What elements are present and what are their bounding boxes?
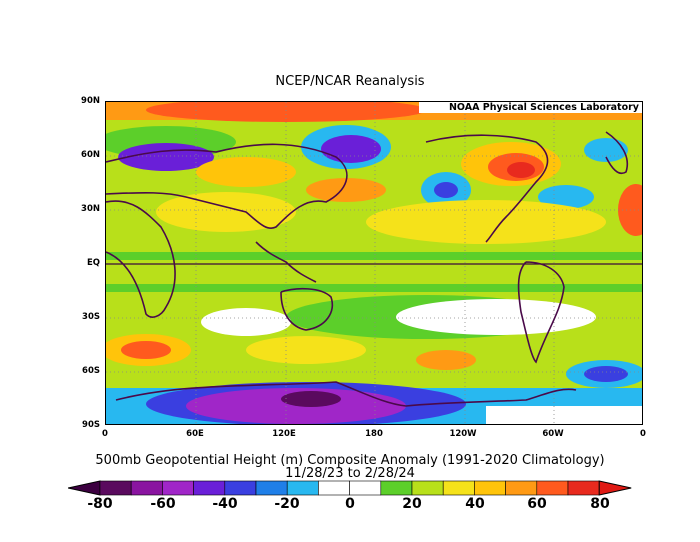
lab-label: NOAA Physical Sciences Laboratory [418,102,642,113]
lat-label-90s: 90S [82,420,100,430]
page-title: NCEP/NCAR Reanalysis [275,74,425,89]
colorbar-label-20: 20 [402,496,422,512]
colorbar-cell [99,480,132,496]
colorbar-cell [442,480,475,496]
colorbar-cell [318,480,350,496]
anomaly-map [105,101,643,425]
lon-label-60e: 60E [186,429,204,439]
lat-label-30s: 30S [82,312,100,322]
colorbar-cell [567,480,600,496]
anomaly-field [106,102,642,424]
colorbar-cell [505,480,538,496]
colorbar-label-60: 60 [527,496,547,512]
colorbar-cell [536,480,569,496]
colorbar-cell [411,480,444,496]
lat-label-30n: 30N [81,204,100,214]
lon-label-120e: 120E [272,429,296,439]
colorbar-label-80: 80 [590,496,610,512]
colorbar-low-end [68,480,101,496]
lon-label-120w: 120W [449,429,477,439]
lat-label-eq: EQ [86,258,100,268]
colorbar-high-end [598,480,632,496]
lat-label-60s: 60S [82,366,100,376]
colorbar-cell [193,480,226,496]
lon-label-180: 180 [365,429,383,439]
lat-label-90n: 90N [81,96,100,106]
lon-label-0-right: 0 [640,429,646,439]
lon-label-60w: 60W [542,429,564,439]
colorbar [68,480,632,496]
colorbar-label-neg20: -20 [274,496,300,512]
colorbar-cell [162,480,194,496]
lat-label-60n: 60N [81,150,100,160]
lon-label-0: 0 [102,429,108,439]
colorbar-cell [380,480,413,496]
colorbar-cell [255,480,288,496]
colorbar-label-neg80: -80 [87,496,113,512]
colorbar-label-40: 40 [465,496,485,512]
colorbar-label-neg60: -60 [150,496,176,512]
colorbar-cell [130,480,163,496]
colorbar-cell [349,480,382,496]
colorbar-cell [286,480,319,496]
colorbar-cell [474,480,506,496]
colorbar-cell [224,480,257,496]
subtitle-line1: 500mb Geopotential Height (m) Composite … [95,453,605,468]
colorbar-label-neg40: -40 [212,496,238,512]
subtitle-line2: 11/28/23 to 2/28/24 [285,466,415,481]
colorbar-label-0: 0 [345,496,355,512]
